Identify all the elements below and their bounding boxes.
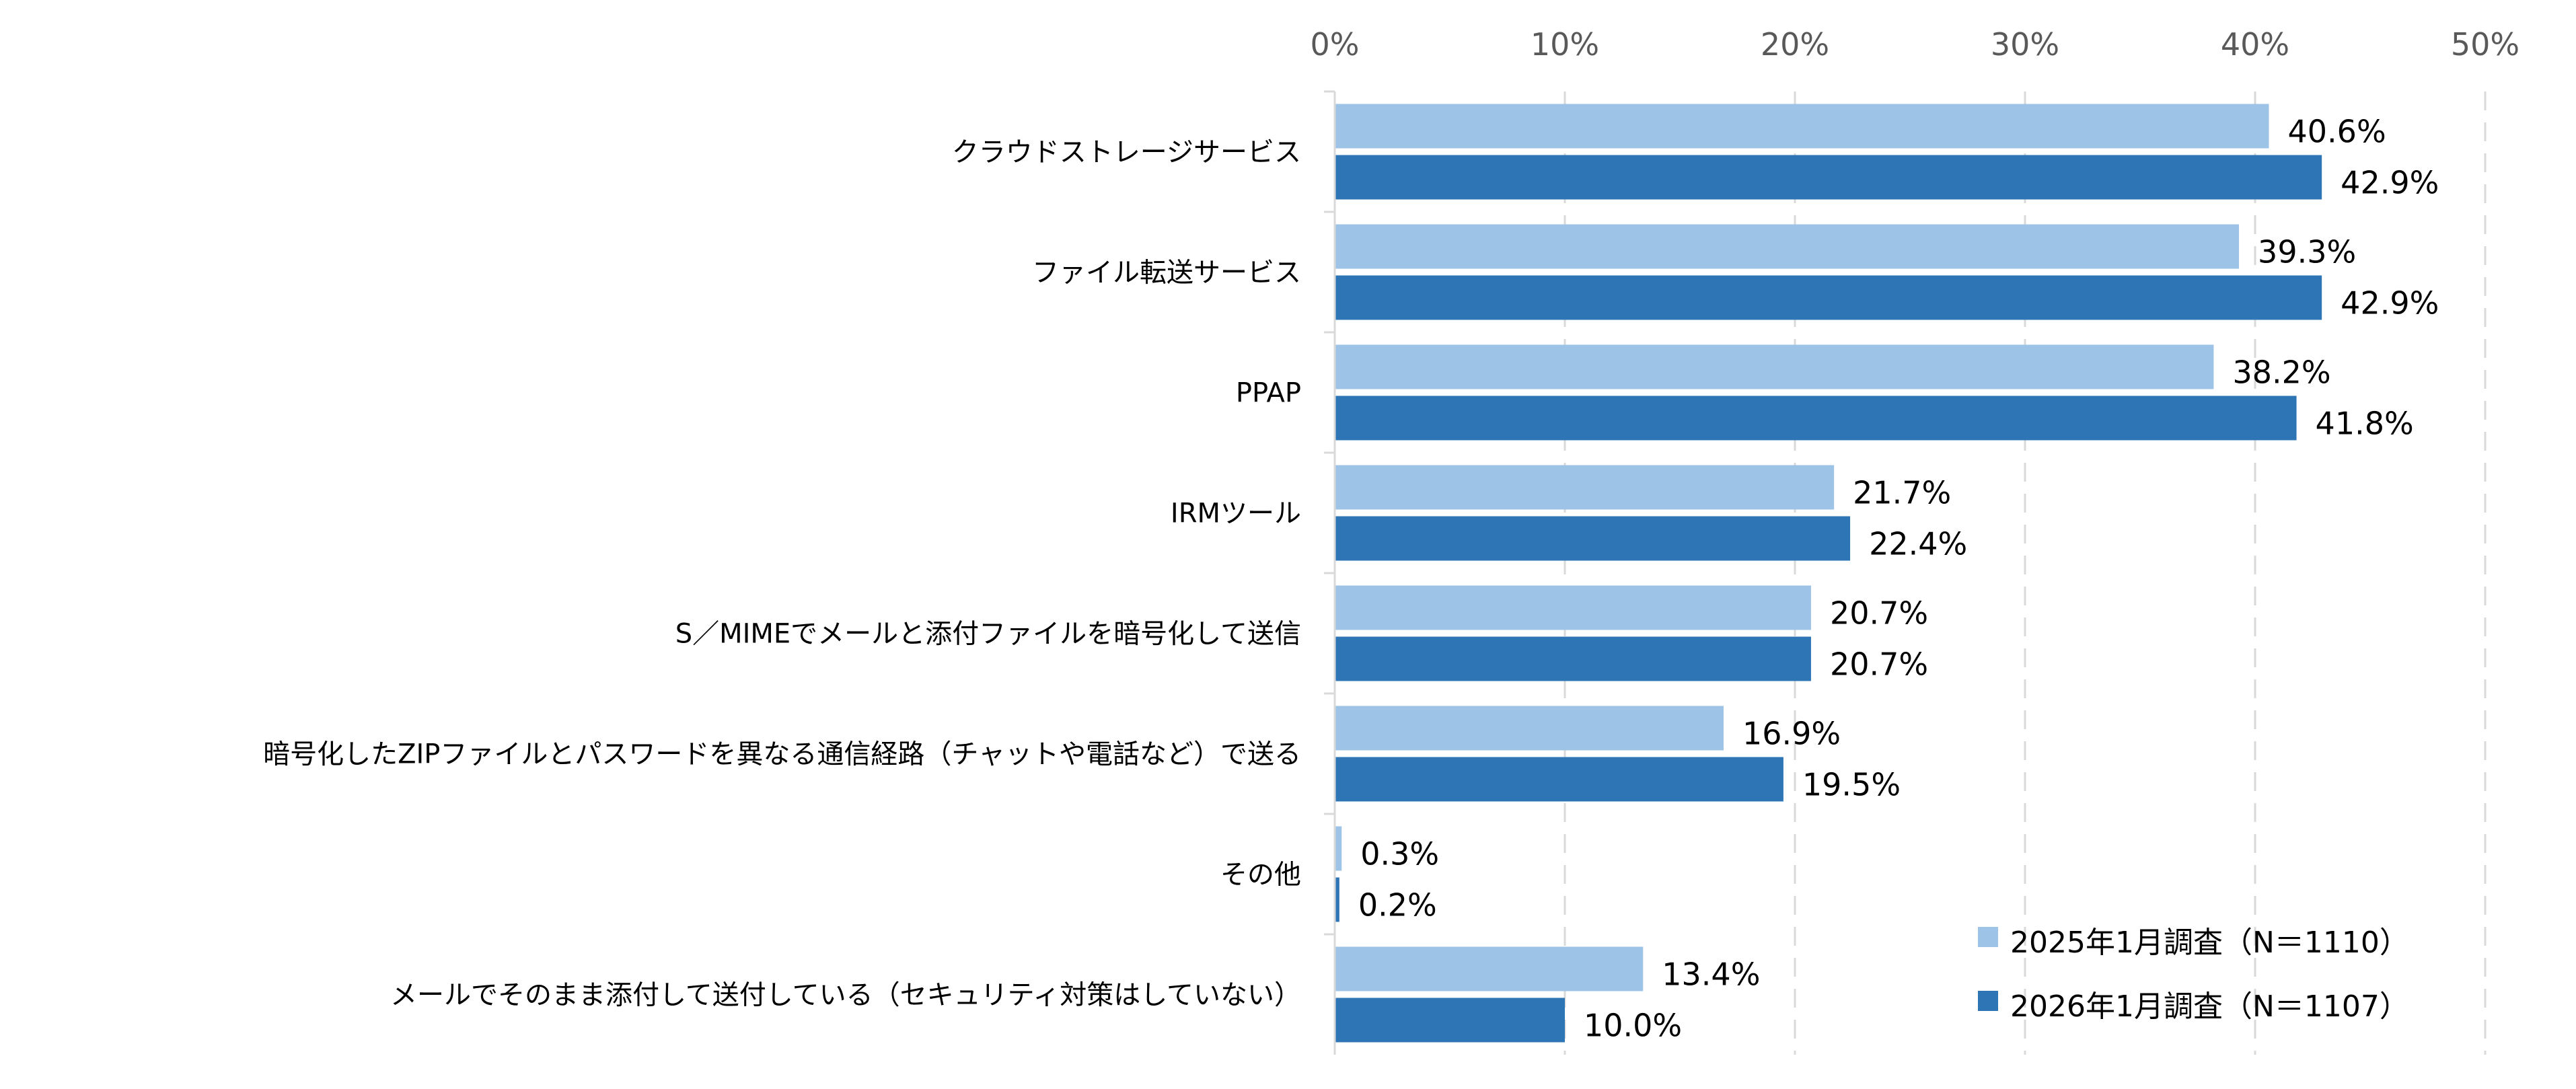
data-label: 22.4%: [1869, 526, 1967, 562]
bar: [1335, 636, 1811, 681]
x-tick-label: 20%: [1761, 26, 1829, 63]
data-label: 19.5%: [1802, 767, 1901, 803]
bar: [1335, 275, 2322, 320]
bar: [1335, 224, 2240, 269]
category-label: ファイル転送サービス: [1032, 258, 1301, 289]
bar: [1335, 946, 1644, 991]
bar: [1335, 585, 1811, 630]
bars: 40.6% 42.9% 39.3% 42.9% 38.2% 41.8% 21.7% 22.4%…: [1335, 104, 2439, 1044]
category-label: S／MIMEでメールと添付ファイルを暗号化して送信: [675, 619, 1301, 650]
category-label: その他: [1220, 860, 1301, 891]
category-label: PPAP: [1236, 378, 1301, 409]
data-label: 42.9%: [2341, 285, 2439, 322]
data-label: 41.8%: [2316, 406, 2414, 442]
data-label: 16.9%: [1742, 716, 1841, 752]
data-label: 42.9%: [2341, 165, 2439, 201]
category-label: メールでそのまま添付して送付している（セキュリティ対策はしていない）: [390, 980, 1301, 1011]
bar: [1335, 998, 1565, 1043]
x-tick-label: 10%: [1531, 26, 1599, 63]
bar: [1335, 826, 1342, 871]
legend-label: 2025年1月調査（N＝1110）: [2010, 926, 2409, 960]
bar: [1335, 757, 1783, 802]
data-label: 40.6%: [2288, 114, 2386, 150]
data-label: 13.4%: [1662, 956, 1760, 993]
legend-label: 2026年1月調査（N＝1107）: [2010, 989, 2409, 1024]
data-label: 0.2%: [1358, 887, 1437, 924]
data-label: 0.3%: [1360, 836, 1439, 872]
bar: [1335, 396, 2297, 441]
bar: [1335, 516, 1851, 561]
bar: [1335, 344, 2214, 389]
legend-swatch: [1978, 927, 1998, 947]
data-label: 21.7%: [1853, 475, 1951, 511]
data-label: 20.7%: [1830, 646, 1928, 683]
x-tick-label: 40%: [2221, 26, 2289, 63]
legend: 2025年1月調査（N＝1110） 2026年1月調査（N＝1107）: [1978, 926, 2409, 1024]
x-tick-label: 50%: [2451, 26, 2519, 63]
x-tick-label: 30%: [1991, 26, 2059, 63]
category-label: 暗号化したZIPファイルとパスワードを異なる通信経路（チャットや電話など）で送る: [263, 739, 1301, 770]
x-tick-label: 0%: [1311, 26, 1360, 63]
x-axis-ticks: 0% 10% 20% 30% 40% 50%: [1311, 26, 2520, 63]
bar: [1335, 706, 1724, 751]
data-label: 10.0%: [1584, 1008, 1682, 1044]
data-label: 38.2%: [2232, 354, 2330, 391]
bar: [1335, 155, 2322, 200]
data-label: 39.3%: [2258, 234, 2356, 270]
data-label: 20.7%: [1830, 595, 1928, 632]
bar: [1335, 465, 1835, 510]
legend-swatch: [1978, 991, 1998, 1011]
bar: [1335, 877, 1339, 922]
bar: [1335, 104, 2269, 149]
category-label: クラウドストレージサービス: [952, 137, 1301, 168]
category-label: IRMツール: [1171, 498, 1301, 529]
